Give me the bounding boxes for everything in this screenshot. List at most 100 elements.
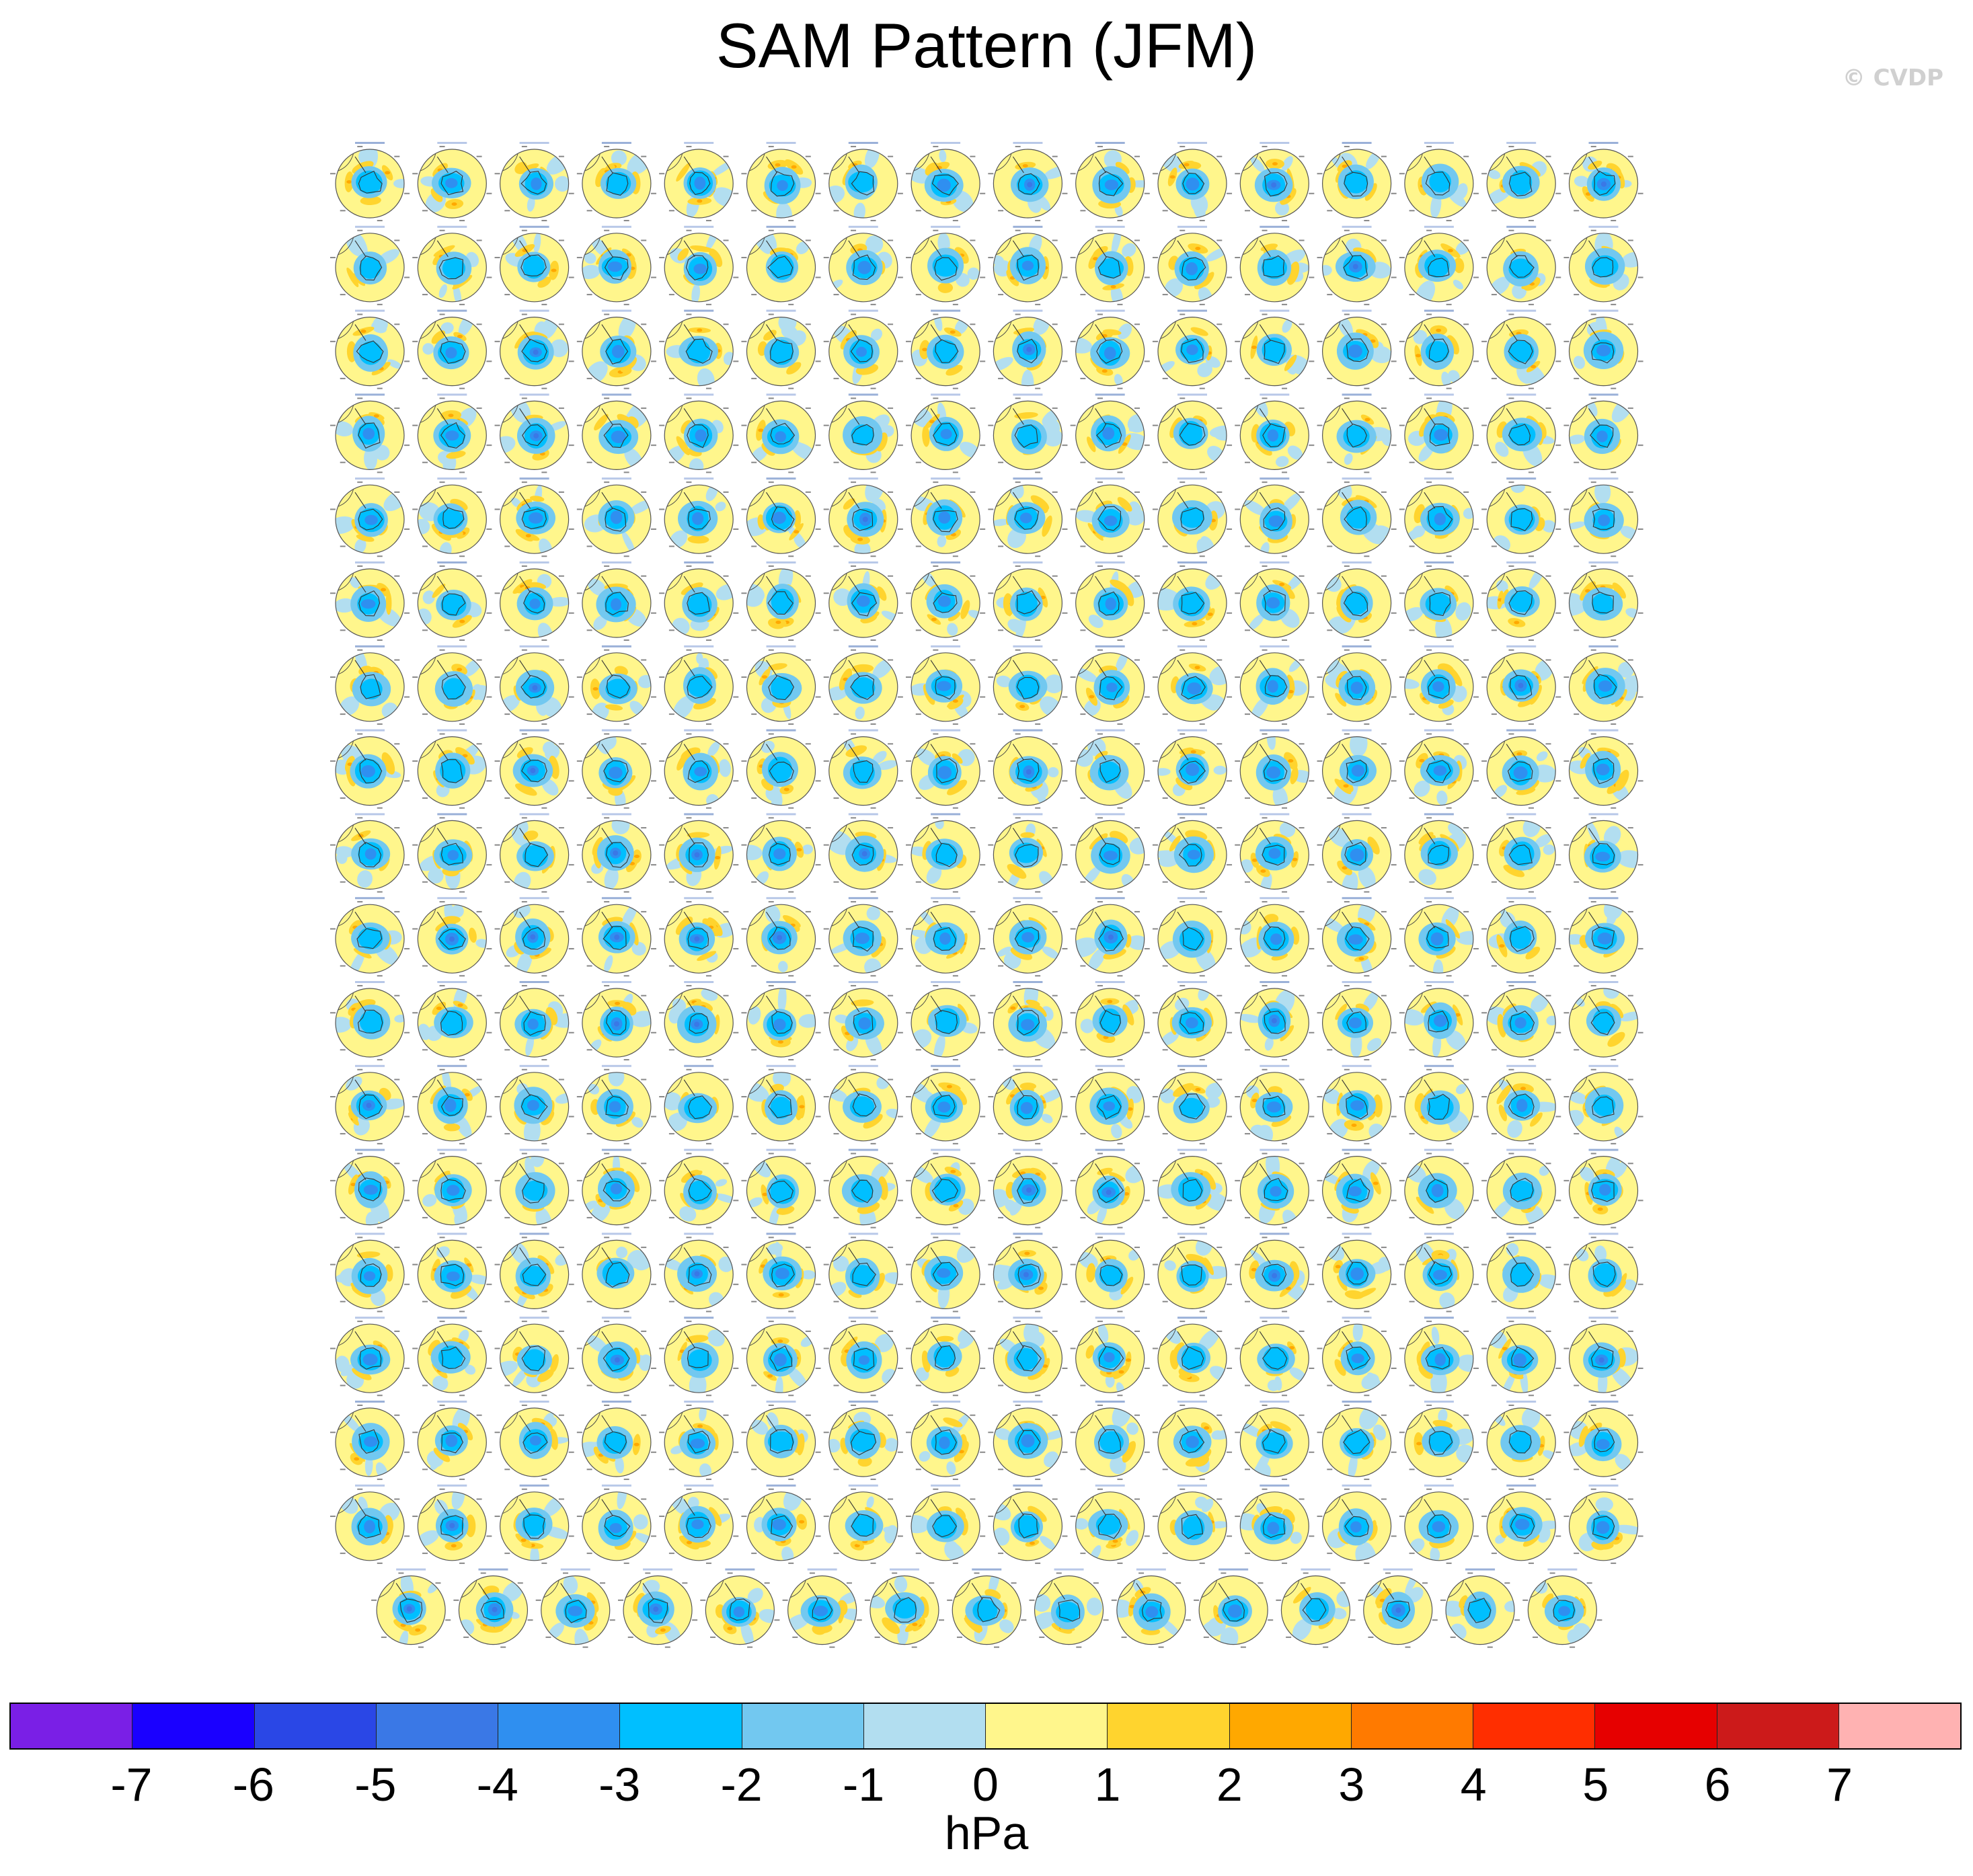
colorbar-box: [1229, 1704, 1352, 1748]
sam-panel: [741, 309, 821, 389]
sam-panel: [659, 225, 739, 305]
sam-panel: [741, 1484, 821, 1564]
sam-panel: [823, 309, 903, 389]
sam-panel: [494, 897, 574, 977]
sam-panel: [1235, 897, 1315, 977]
colorbar-tick-label: -6: [232, 1758, 274, 1811]
panel-title-mark: [848, 897, 878, 900]
panel-title-mark: [355, 1064, 385, 1067]
panel-title-mark: [1013, 1317, 1043, 1319]
panel-title-mark: [437, 477, 467, 480]
panel-title-mark: [931, 981, 961, 983]
colorbar-box: [1108, 1704, 1230, 1748]
sam-panel: [330, 1233, 410, 1313]
sam-panel: [330, 897, 410, 977]
colorbar-units-label: hPa: [944, 1807, 1029, 1859]
sam-panel: [906, 813, 986, 893]
panel-title-mark: [355, 1148, 385, 1151]
colorbar-box: [1595, 1704, 1717, 1748]
sam-panel: [988, 1064, 1068, 1144]
panel-title-mark: [1177, 981, 1207, 983]
sam-panel: [906, 1317, 986, 1397]
panel-title-mark: [1013, 1484, 1043, 1487]
panel-title-mark: [1506, 813, 1537, 816]
sam-panel: [823, 813, 903, 893]
panel-title-mark: [931, 1401, 961, 1403]
sam-panel: [1317, 729, 1397, 809]
sam-panel: [1235, 1484, 1315, 1564]
panel-title-mark: [1588, 1401, 1619, 1403]
panel-title-mark: [1260, 981, 1290, 983]
sam-panel: [864, 1568, 945, 1648]
colorbar-tick-label: -7: [110, 1758, 153, 1811]
panel-title-mark: [1013, 393, 1043, 396]
sam-panel: [906, 1148, 986, 1228]
sam-panel: [1152, 309, 1233, 389]
sam-panel: [535, 1568, 615, 1648]
sam-panel: [1235, 477, 1315, 557]
sam-panel: [906, 477, 986, 557]
sam-panel: [1563, 1064, 1643, 1144]
panel-title-mark: [1095, 897, 1125, 900]
panel-title-mark: [848, 561, 878, 563]
panel-title-mark: [766, 729, 796, 732]
panel-title-mark: [931, 225, 961, 228]
sam-panel: [988, 225, 1068, 305]
cvdp-watermark: © CVDP: [1842, 65, 1943, 91]
sam-panel: [1563, 1148, 1643, 1228]
sam-panel: [494, 645, 574, 725]
sam-panel: [988, 729, 1068, 809]
panel-title-mark: [601, 981, 631, 983]
panel-title-mark: [519, 393, 549, 396]
panel-title-mark: [1095, 561, 1125, 563]
sam-panel: [1563, 813, 1643, 893]
panel-title-mark: [684, 1233, 714, 1235]
colorbar-tick-label: 4: [1460, 1758, 1487, 1811]
panel-title-mark: [1424, 1401, 1454, 1403]
sam-panel: [988, 981, 1068, 1061]
sam-panel: [1317, 1148, 1397, 1228]
panel-title-mark: [355, 645, 385, 648]
sam-panel: [1399, 1484, 1479, 1564]
panel-title-mark: [1342, 309, 1372, 312]
panel-title-mark: [1506, 1233, 1537, 1235]
sam-panel: [947, 1568, 1027, 1648]
panel-title-mark: [1013, 1401, 1043, 1403]
sam-panel: [1399, 1317, 1479, 1397]
sam-panel: [741, 393, 821, 473]
sam-panel: [1563, 1233, 1643, 1313]
panel-title-mark: [684, 1484, 714, 1487]
sam-panel: [823, 1401, 903, 1481]
panel-title-mark: [1342, 393, 1372, 396]
sam-panel: [906, 645, 986, 725]
panel-title-mark: [766, 309, 796, 312]
panel-title-mark: [437, 309, 467, 312]
colorbar-tick-label: 6: [1704, 1758, 1731, 1811]
sam-panel: [1563, 1401, 1643, 1481]
sam-panel: [494, 981, 574, 1061]
panel-title-mark: [519, 1064, 549, 1067]
panel-title-mark: [1506, 1317, 1537, 1319]
panel-title-mark: [1588, 729, 1619, 732]
sam-panel: [741, 1148, 821, 1228]
sam-panel: [330, 309, 410, 389]
panel-title-mark: [1424, 393, 1454, 396]
colorbar-tick-label: 1: [1094, 1758, 1121, 1811]
panel-title-mark: [1506, 225, 1537, 228]
panel-title-mark: [355, 981, 385, 983]
panel-title-mark: [931, 813, 961, 816]
panel-title-mark: [931, 1233, 961, 1235]
sam-panel: [906, 561, 986, 641]
sam-panel: [1399, 981, 1479, 1061]
sam-panel: [1152, 142, 1233, 222]
panel-title-mark: [1506, 1401, 1537, 1403]
panel-title-mark: [1095, 729, 1125, 732]
sam-panel: [659, 1484, 739, 1564]
panel-title-mark: [1588, 309, 1619, 312]
panel-title-mark: [1260, 309, 1290, 312]
sam-panel: [700, 1568, 780, 1648]
sam-panel: [1481, 561, 1561, 641]
panel-title-mark: [1013, 477, 1043, 480]
sam-panel: [1317, 1233, 1397, 1313]
panel-title-mark: [1260, 142, 1290, 144]
